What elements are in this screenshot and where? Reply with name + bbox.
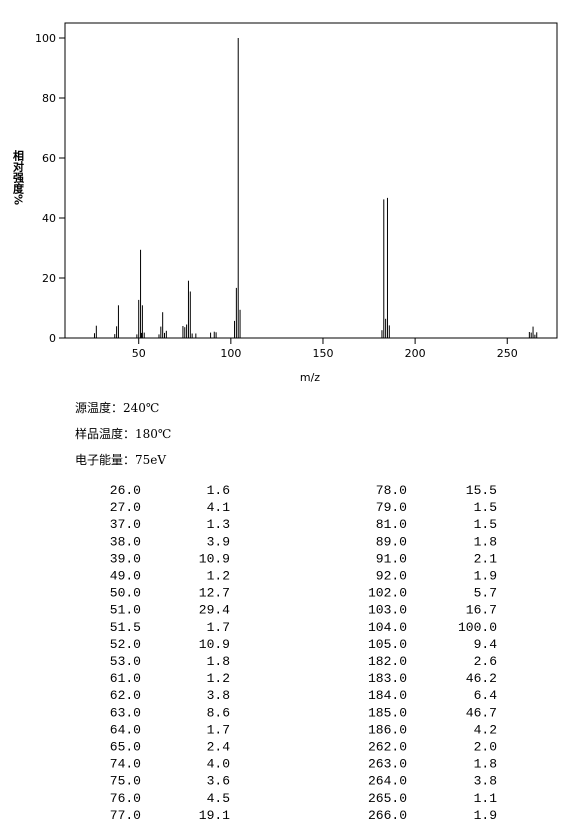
table-cell: 183.0 — [368, 671, 407, 686]
y-tick-label: 20 — [42, 272, 56, 285]
table-cell: 2.6 — [474, 654, 497, 669]
y-axis-label: 相对强度% — [12, 149, 25, 205]
table-cell: 1.6 — [207, 483, 230, 498]
table-cell: 262.0 — [368, 740, 407, 755]
table-cell: 102.0 — [368, 586, 407, 601]
table-cell: 185.0 — [368, 705, 407, 720]
table-cell: 4.1 — [207, 500, 231, 515]
table-cell: 5.7 — [474, 586, 497, 601]
table-cell: 92.0 — [376, 569, 407, 584]
table-cell: 1.8 — [474, 757, 497, 772]
table-cell: 8.6 — [207, 705, 230, 720]
table-cell: 9.4 — [474, 637, 498, 652]
table-cell: 2.0 — [474, 740, 497, 755]
table-cell: 16.7 — [466, 603, 497, 618]
table-cell: 2.4 — [207, 740, 231, 755]
table-cell: 91.0 — [376, 551, 407, 566]
x-tick-label: 150 — [312, 347, 333, 360]
x-axis-label: m/z — [300, 371, 320, 384]
table-cell: 4.0 — [207, 757, 230, 772]
table-cell: 182.0 — [368, 654, 407, 669]
table-cell: 29.4 — [199, 603, 230, 618]
table-cell: 1.9 — [474, 569, 497, 584]
table-cell: 46.2 — [466, 671, 497, 686]
y-tick-label: 40 — [42, 212, 56, 225]
table-cell: 52.0 — [110, 637, 141, 652]
table-cell: 46.7 — [466, 705, 497, 720]
table-cell: 26.0 — [110, 483, 141, 498]
table-cell: 77.0 — [110, 808, 141, 823]
table-cell: 263.0 — [368, 757, 407, 772]
table-cell: 15.5 — [466, 483, 497, 498]
table-cell: 3.6 — [207, 774, 230, 789]
table-cell: 186.0 — [368, 722, 407, 737]
table-cell: 266.0 — [368, 808, 407, 823]
table-cell: 1.5 — [474, 517, 497, 532]
table-cell: 2.1 — [474, 551, 498, 566]
table-cell: 75.0 — [110, 774, 141, 789]
table-cell: 105.0 — [368, 637, 407, 652]
table-cell: 10.9 — [199, 637, 230, 652]
plot-frame — [64, 22, 558, 339]
table-cell: 50.0 — [110, 586, 141, 601]
table-cell: 1.7 — [207, 620, 230, 635]
table-cell: 1.9 — [474, 808, 497, 823]
table-cell: 81.0 — [376, 517, 407, 532]
table-cell: 1.7 — [207, 722, 230, 737]
x-tick-label: 250 — [497, 347, 518, 360]
y-tick-label: 100 — [35, 32, 56, 45]
table-cell: 63.0 — [110, 705, 141, 720]
table-cell: 19.1 — [199, 808, 230, 823]
table-cell: 264.0 — [368, 774, 407, 789]
table-cell: 6.4 — [474, 688, 498, 703]
table-cell: 1.3 — [207, 517, 230, 532]
table-cell: 103.0 — [368, 603, 407, 618]
y-tick-label: 0 — [49, 332, 56, 345]
table-cell: 79.0 — [376, 500, 407, 515]
table-cell: 51.0 — [110, 603, 141, 618]
table-cell: 39.0 — [110, 551, 141, 566]
table-cell: 78.0 — [376, 483, 407, 498]
y-tick-label: 60 — [42, 152, 56, 165]
table-cell: 265.0 — [368, 791, 407, 806]
table-cell: 1.5 — [474, 500, 497, 515]
table-cell: 3.8 — [474, 774, 497, 789]
table-cell: 4.2 — [474, 722, 497, 737]
table-cell: 104.0 — [368, 620, 407, 635]
table-cell: 1.2 — [207, 569, 230, 584]
table-cell: 1.8 — [207, 654, 230, 669]
x-tick-label: 50 — [132, 347, 146, 360]
table-cell: 10.9 — [199, 551, 230, 566]
table-cell: 37.0 — [110, 517, 141, 532]
table-cell: 53.0 — [110, 654, 141, 669]
table-cell: 12.7 — [199, 586, 230, 601]
table-cell: 38.0 — [110, 534, 141, 549]
table-cell: 49.0 — [110, 569, 141, 584]
table-cell: 51.5 — [110, 620, 141, 635]
table-cell: 64.0 — [110, 722, 141, 737]
table-cell: 3.9 — [207, 534, 230, 549]
info-line: 样品温度：180℃ — [75, 426, 171, 441]
table-cell: 3.8 — [207, 688, 230, 703]
table-cell: 89.0 — [376, 534, 407, 549]
table-cell: 74.0 — [110, 757, 141, 772]
x-tick-label: 100 — [220, 347, 241, 360]
table-cell: 76.0 — [110, 791, 141, 806]
y-tick-label: 80 — [42, 92, 56, 105]
table-cell: 1.2 — [207, 671, 230, 686]
x-tick-label: 200 — [405, 347, 426, 360]
info-line: 电子能量：75eV — [75, 453, 166, 467]
table-cell: 62.0 — [110, 688, 141, 703]
table-cell: 1.8 — [474, 534, 497, 549]
table-cell: 27.0 — [110, 500, 141, 515]
table-cell: 61.0 — [110, 671, 141, 686]
table-cell: 184.0 — [368, 688, 407, 703]
info-line: 源温度：240℃ — [75, 400, 159, 415]
table-cell: 4.5 — [207, 791, 230, 806]
table-cell: 1.1 — [474, 791, 498, 806]
table-cell: 100.0 — [458, 620, 497, 635]
table-cell: 65.0 — [110, 740, 141, 755]
